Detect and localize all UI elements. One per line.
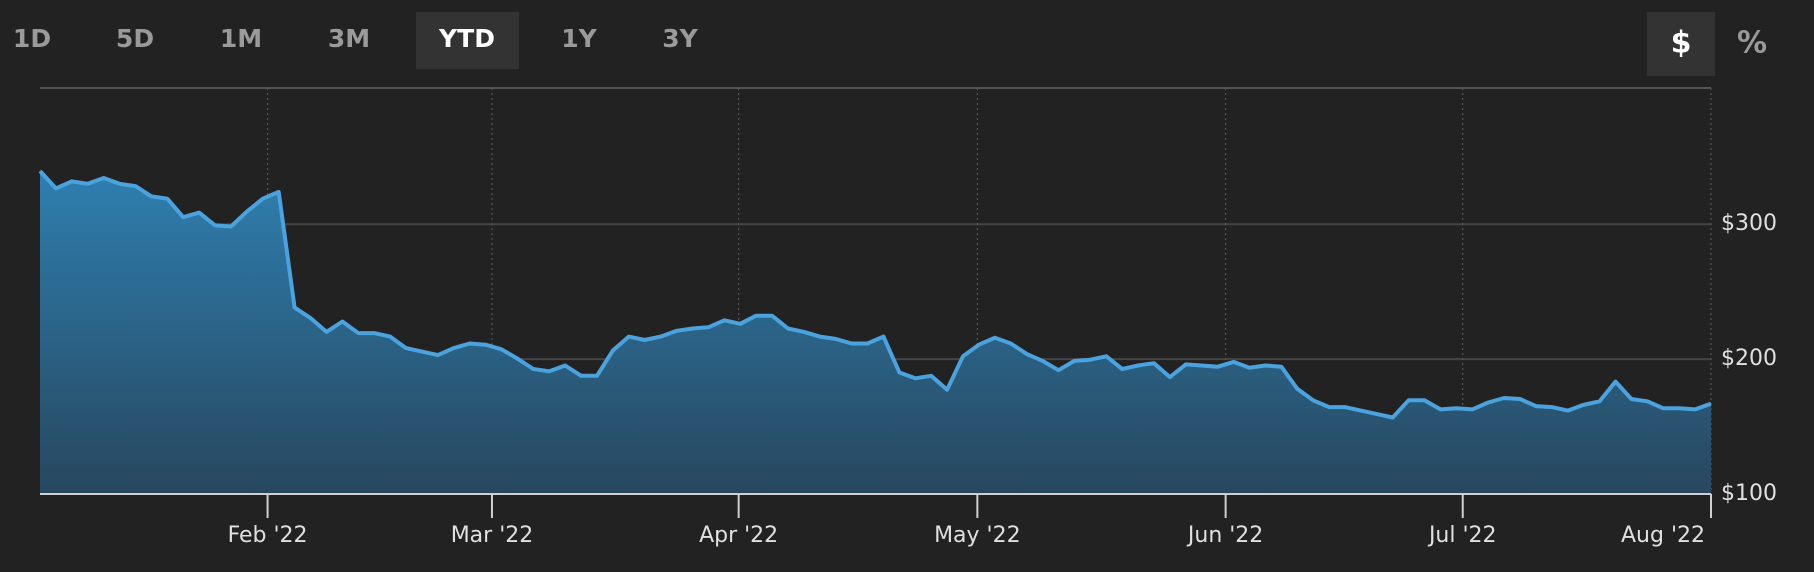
line — [38, 169, 1712, 420]
y-tick-label: $200 — [1721, 346, 1777, 371]
x-tick-label: Jul '22 — [1427, 523, 1497, 548]
x-tick-label: May '22 — [934, 523, 1021, 548]
active-range-box — [416, 12, 519, 69]
button-bar: 1D 5D 1M 3M YTD 1Y 3Y $% — [13, 24, 1767, 61]
active-unit-box — [1647, 12, 1715, 76]
x-tick-label: Mar '22 — [451, 523, 534, 548]
x-tick-label: Apr '22 — [699, 523, 778, 548]
range-button[interactable]: 1D — [13, 24, 51, 53]
range-button[interactable]: 3M — [328, 24, 370, 53]
unit-button[interactable]: % — [1737, 26, 1767, 61]
x-tick-label: Jun '22 — [1186, 523, 1263, 548]
range-button[interactable]: YTD — [438, 24, 495, 53]
x-tick-label: Aug '22 — [1621, 523, 1705, 548]
x-tick-label: Feb '22 — [228, 523, 308, 548]
y-tick-label: $300 — [1721, 211, 1777, 236]
unit-button[interactable]: $ — [1671, 26, 1692, 61]
y-tick-label: $100 — [1721, 481, 1777, 506]
plot-area: $100 $200 $300 Feb '22 Mar '22 Apr '22 May '22… — [38, 88, 1777, 548]
range-button[interactable]: 1M — [220, 24, 262, 53]
range-button[interactable]: 3Y — [662, 24, 698, 53]
range-button[interactable]: 5D — [116, 24, 154, 53]
range-button[interactable]: 1Y — [561, 24, 597, 53]
area — [40, 171, 1711, 494]
